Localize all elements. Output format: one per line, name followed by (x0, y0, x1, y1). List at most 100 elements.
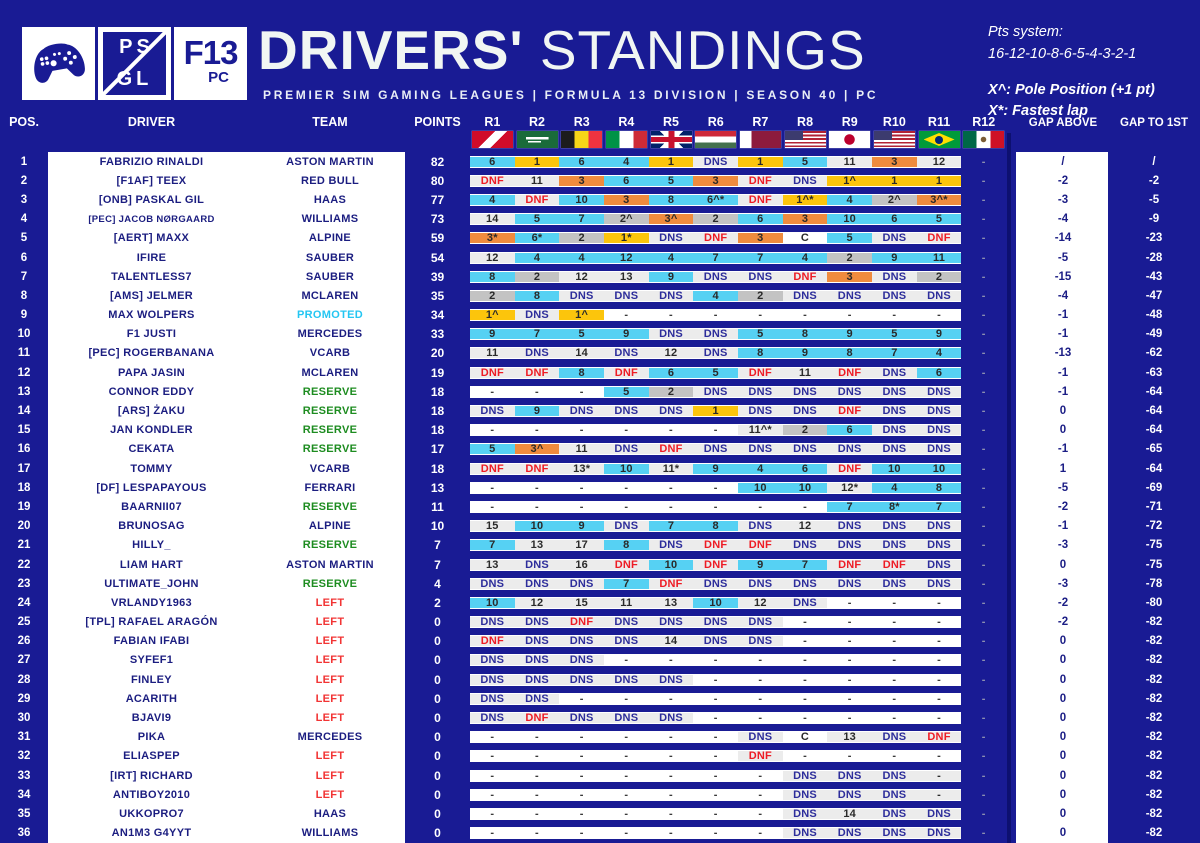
result-cell: DNS (872, 769, 917, 782)
driver-name: FINLEY (131, 673, 172, 686)
position-cell: 22 (17, 558, 31, 571)
result-cell: 5 (916, 213, 962, 226)
result-cell: 1 (916, 174, 962, 187)
result-cell: - (782, 309, 828, 322)
points-cell: 59 (430, 231, 445, 246)
result-cell: - (981, 366, 986, 379)
team-name: MERCEDES (297, 328, 363, 341)
position-cell: 19 (17, 500, 31, 513)
position-cell: 16 (17, 443, 31, 456)
header-pos: POS. (9, 115, 39, 129)
result-cell: DNS (827, 577, 873, 590)
result-cell: - (872, 712, 917, 725)
flag-hungary-icon (695, 131, 737, 148)
result-cell: 1^ (469, 309, 515, 322)
result-cell: - (648, 654, 694, 667)
result-cell: - (872, 309, 917, 322)
result-cell: 2 (827, 251, 873, 264)
result-cell: - (469, 500, 515, 513)
standings-row: 34 ANTIBOY2010 LEFT 0- - - - - - - DNS DNS DNS - -0 -82 (0, 785, 1200, 804)
result-cell: DNS (469, 712, 515, 725)
result-cell: DNS (648, 328, 694, 341)
title-light: STANDINGS (523, 19, 866, 81)
result-cell: 12 (514, 596, 560, 609)
result-cell: 9 (872, 251, 917, 264)
result-cell: - (981, 328, 986, 341)
race-results: 12 4 4 12 4 7 7 4 2 9 11- (469, 248, 1006, 267)
gap-above-cell: 0 (1059, 424, 1067, 437)
position-cell: 5 (20, 232, 28, 245)
result-cell: - (693, 769, 738, 782)
result-cell: - (981, 443, 986, 456)
gap-to-first-cell: -47 (1145, 289, 1163, 302)
result-cell: DNS (827, 289, 873, 302)
race-label: R4 (618, 115, 635, 129)
result-cell: DNF (782, 270, 828, 283)
result-cell: 1 (872, 174, 917, 187)
result-cell: 2^ (872, 193, 917, 206)
fastest-lap-note: X*: Fastest lap (988, 103, 1088, 120)
result-cell: 10 (559, 193, 604, 206)
result-cell: - (827, 712, 873, 725)
result-cell: - (514, 481, 560, 494)
gap-to-first-cell: -65 (1145, 443, 1163, 456)
result-cell: DNS (872, 385, 917, 398)
points-cell: 82 (430, 154, 445, 169)
result-cell: DNS (559, 673, 604, 686)
result-cell: 11 (469, 347, 515, 360)
result-cell: - (603, 827, 649, 840)
result-cell: DNS (648, 712, 694, 725)
team-name: LEFT (315, 654, 345, 667)
team-name: LEFT (315, 616, 345, 629)
result-cell: - (872, 673, 917, 686)
standings-row: 10 F1 JUSTI MERCEDES 33 9 7 5 9 DNS DNS 5 8 9 5 9- -1 -4… (0, 325, 1200, 344)
result-cell: 7 (738, 251, 783, 264)
standings-row: 30 BJAVI9 LEFT 0 DNS DNF DNS DNS DNS - - - - - - -0 -82 (0, 708, 1200, 727)
result-cell: - (782, 654, 828, 667)
position-cell: 32 (17, 750, 31, 763)
result-cell: DNF (827, 462, 873, 475)
result-cell: - (827, 673, 873, 686)
result-cell: - (603, 807, 649, 820)
result-cell: DNS (559, 635, 604, 648)
points-cell: 80 (430, 173, 445, 188)
gap-to-first-cell: -82 (1145, 712, 1163, 725)
driver-name: ANTIBOY2010 (112, 788, 191, 801)
result-cell: 16 (559, 558, 604, 571)
result-cell: DNS (872, 289, 917, 302)
result-cell: - (916, 673, 962, 686)
result-cell: DNS (514, 347, 560, 360)
result-cell: DNS (916, 807, 962, 820)
team-name: HAAS (313, 807, 347, 820)
result-cell: 5 (827, 232, 873, 245)
title-bold: DRIVERS' (258, 19, 524, 81)
gap-above-cell: -14 (1054, 232, 1072, 245)
result-cell: - (693, 654, 738, 667)
result-cell: DNF (469, 462, 515, 475)
result-cell: - (559, 769, 604, 782)
result-cell: - (916, 769, 962, 782)
result-cell: - (782, 712, 828, 725)
gap-to-first-cell: -64 (1145, 405, 1163, 418)
gap-above-cell: -1 (1057, 443, 1069, 456)
standings-row: 1 FABRIZIO RINALDI ASTON MARTIN 82 6 1 6 4 1 DNS 1… (0, 152, 1200, 171)
result-cell: 12 (916, 155, 962, 168)
result-cell: - (693, 712, 738, 725)
team-name: WILLIAMS (301, 827, 359, 840)
result-cell: - (981, 405, 986, 418)
driver-name: AN1M3 G4YYT (111, 827, 192, 840)
points-cell: 7 (434, 557, 441, 572)
standings-row: 32 ELIASPEP LEFT 0- - - - - - DNF - - - - -0 -82 (0, 747, 1200, 766)
result-cell: DNS (514, 654, 560, 667)
gap-above-cell: -13 (1054, 347, 1072, 360)
gap-to-first-cell: -82 (1145, 616, 1163, 629)
result-cell: DNS (916, 385, 962, 398)
result-cell: - (981, 827, 986, 840)
result-cell: - (603, 309, 649, 322)
result-cell: DNS (514, 309, 560, 322)
result-cell: DNF (827, 558, 873, 571)
result-cell: - (469, 385, 515, 398)
team-name: RESERVE (302, 539, 358, 552)
result-cell: DNS (603, 616, 649, 629)
driver-name: ACARITH (125, 692, 178, 705)
